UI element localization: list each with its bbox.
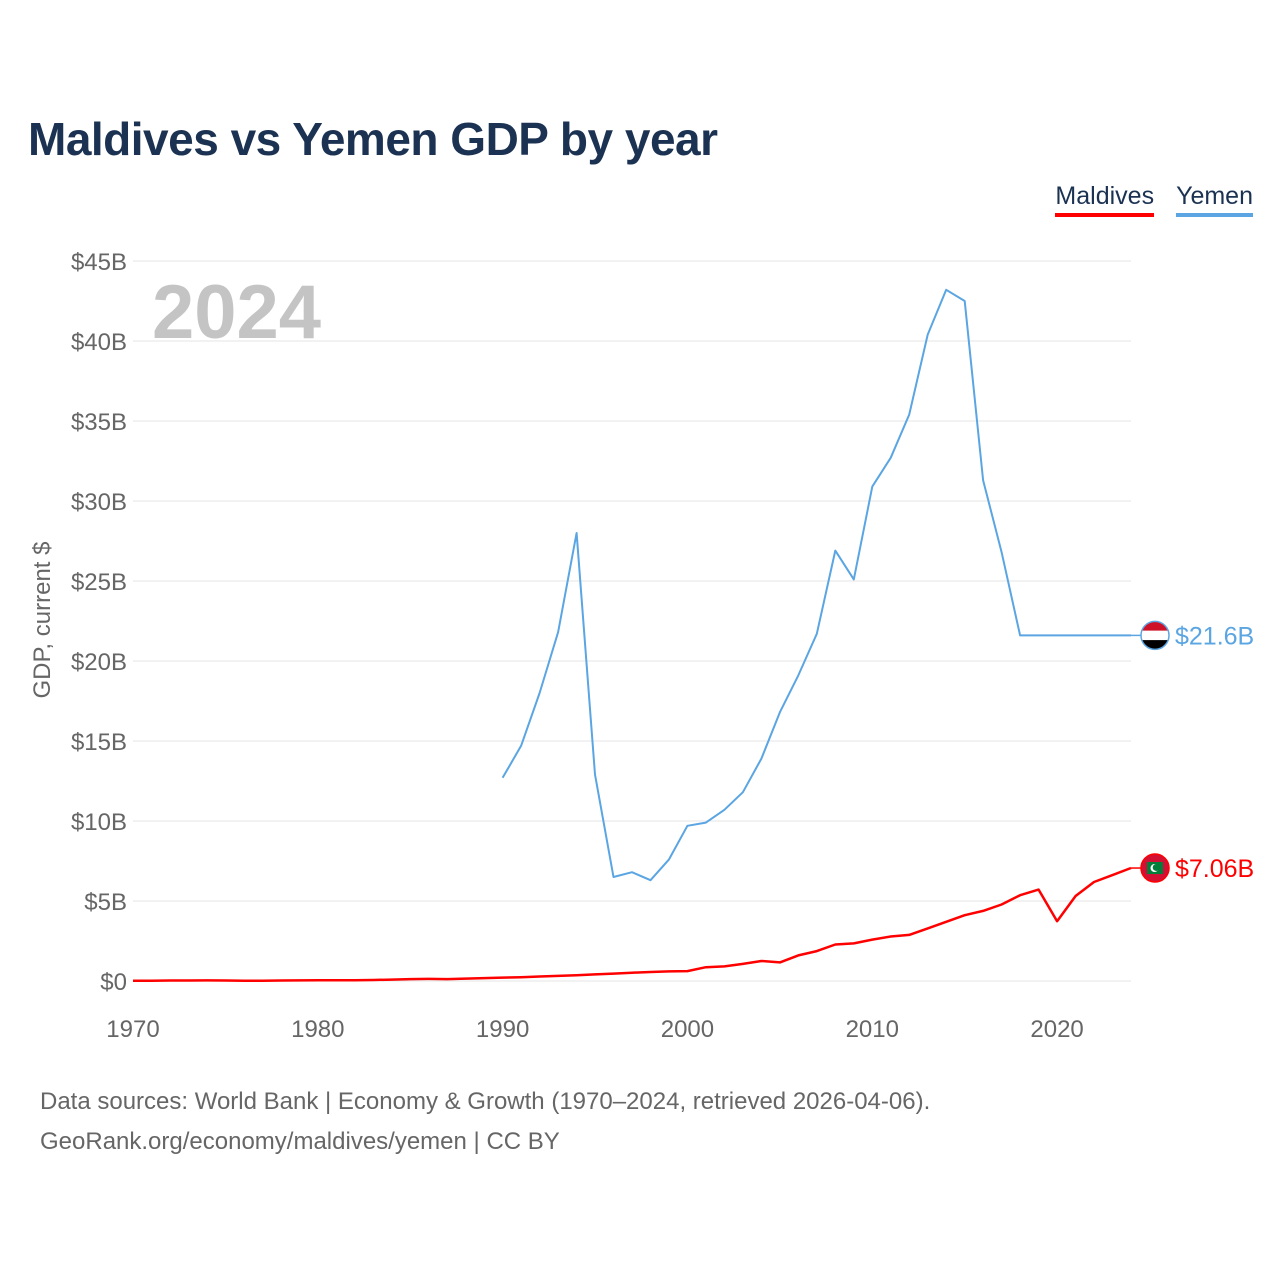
series-lines <box>133 288 1132 982</box>
source-note: Data sources: World Bank | Economy & Gro… <box>40 1082 930 1162</box>
x-tick-label: 1970 <box>106 1016 159 1043</box>
end-value-label-maldives: $7.06B <box>1175 855 1254 883</box>
y-tick-label: $10B <box>71 809 127 836</box>
gdp-line-chart: 2024 $0 $5B $10B $15B $20B $25B $30B $35B $40B $4… <box>29 249 1254 1043</box>
y-tick-label: $45B <box>71 249 127 276</box>
end-markers: $7.06B $21.6B <box>1131 620 1254 883</box>
y-axis-label: GDP, current $ <box>29 542 56 699</box>
year-watermark: 2024 <box>152 270 321 355</box>
x-tick-label: 1990 <box>476 1016 529 1043</box>
x-tick-label: 1980 <box>291 1016 344 1043</box>
x-tick-label: 2010 <box>846 1016 899 1043</box>
source-line-2: GeoRank.org/economy/maldives/yemen | CC … <box>40 1128 560 1155</box>
y-tick-label: $0 <box>100 969 127 996</box>
y-tick-label: $20B <box>71 649 127 676</box>
legend: Maldives Yemen <box>1055 182 1253 217</box>
series-line-maldives <box>133 866 1132 982</box>
y-tick-label: $40B <box>71 329 127 356</box>
x-tick-label: 2000 <box>661 1016 714 1043</box>
x-axis-ticks: 1970 1980 1990 2000 2010 2020 <box>106 1016 1083 1043</box>
series-line-yemen <box>501 288 1131 882</box>
y-tick-label: $35B <box>71 409 127 436</box>
legend-item-maldives[interactable]: Maldives <box>1055 182 1155 217</box>
y-axis-ticks: $0 $5B $10B $15B $20B $25B $30B $35B $40B $45B <box>71 249 127 996</box>
y-tick-label: $15B <box>71 729 127 756</box>
grid-lines <box>133 260 1131 982</box>
maldives-flag-icon <box>1140 853 1170 883</box>
chart-title: Maldives vs Yemen GDP by year <box>28 113 718 165</box>
end-value-label-yemen: $21.6B <box>1175 622 1254 650</box>
x-tick-label: 2020 <box>1030 1016 1083 1043</box>
y-tick-label: $30B <box>71 489 127 516</box>
source-line-1: Data sources: World Bank | Economy & Gro… <box>40 1088 931 1115</box>
yemen-flag-icon <box>1140 620 1170 651</box>
legend-item-yemen[interactable]: Yemen <box>1176 182 1253 217</box>
y-tick-label: $5B <box>84 889 127 916</box>
y-tick-label: $25B <box>71 569 127 596</box>
